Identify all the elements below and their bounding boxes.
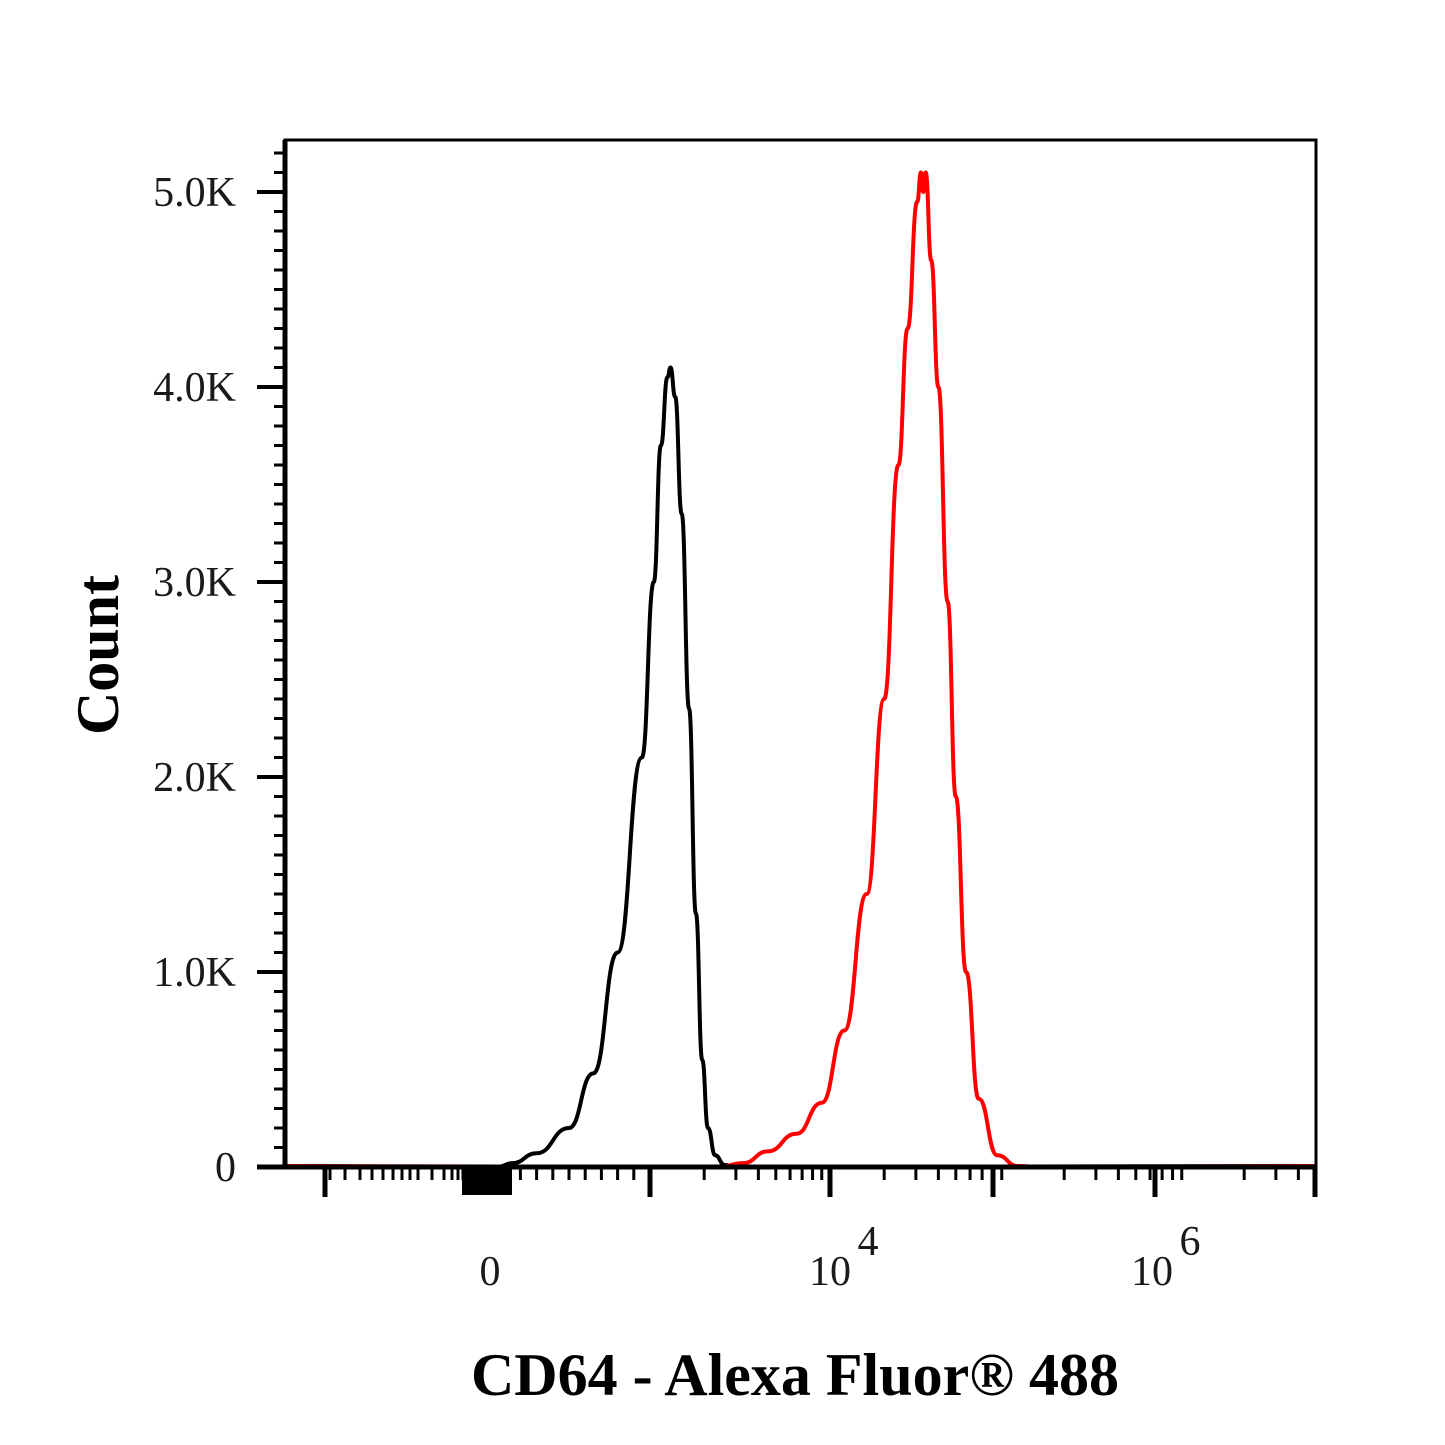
plot-frame — [283, 138, 1318, 1169]
y-tick-label: 1.0K — [153, 950, 236, 996]
y-axis-title: Count — [65, 575, 131, 735]
x-tick-label: 104 — [809, 1219, 879, 1295]
y-tick-label: 2.0K — [153, 755, 236, 801]
y-tick-label: 5.0K — [153, 170, 236, 216]
y-major-ticks: 0 1.0K 2.0K 3.0K 4.0K 5.0K — [153, 170, 285, 1191]
histogram-line-2 — [284, 170, 1317, 1169]
x-tick-label: 106 — [1131, 1219, 1201, 1295]
x-tick-exponent: 4 — [858, 1219, 879, 1265]
x-tick-base: 10 — [809, 1249, 851, 1295]
y-tick-label: 3.0K — [153, 560, 236, 606]
x-axis-title: CD64 - Alexa Fluor® 488 — [471, 1342, 1119, 1408]
x-tick-exponent: 6 — [1180, 1219, 1201, 1265]
y-tick-label: 4.0K — [153, 365, 236, 411]
x-zero-tick-cluster — [462, 1167, 512, 1195]
histogram-line-1 — [284, 365, 1317, 1169]
x-tick-label: 0 — [480, 1249, 501, 1295]
x-tick-base: 10 — [1131, 1249, 1173, 1295]
histogram-series — [284, 170, 1317, 1169]
y-tick-label: 0 — [215, 1145, 236, 1191]
x-tick-base: 0 — [480, 1249, 501, 1295]
